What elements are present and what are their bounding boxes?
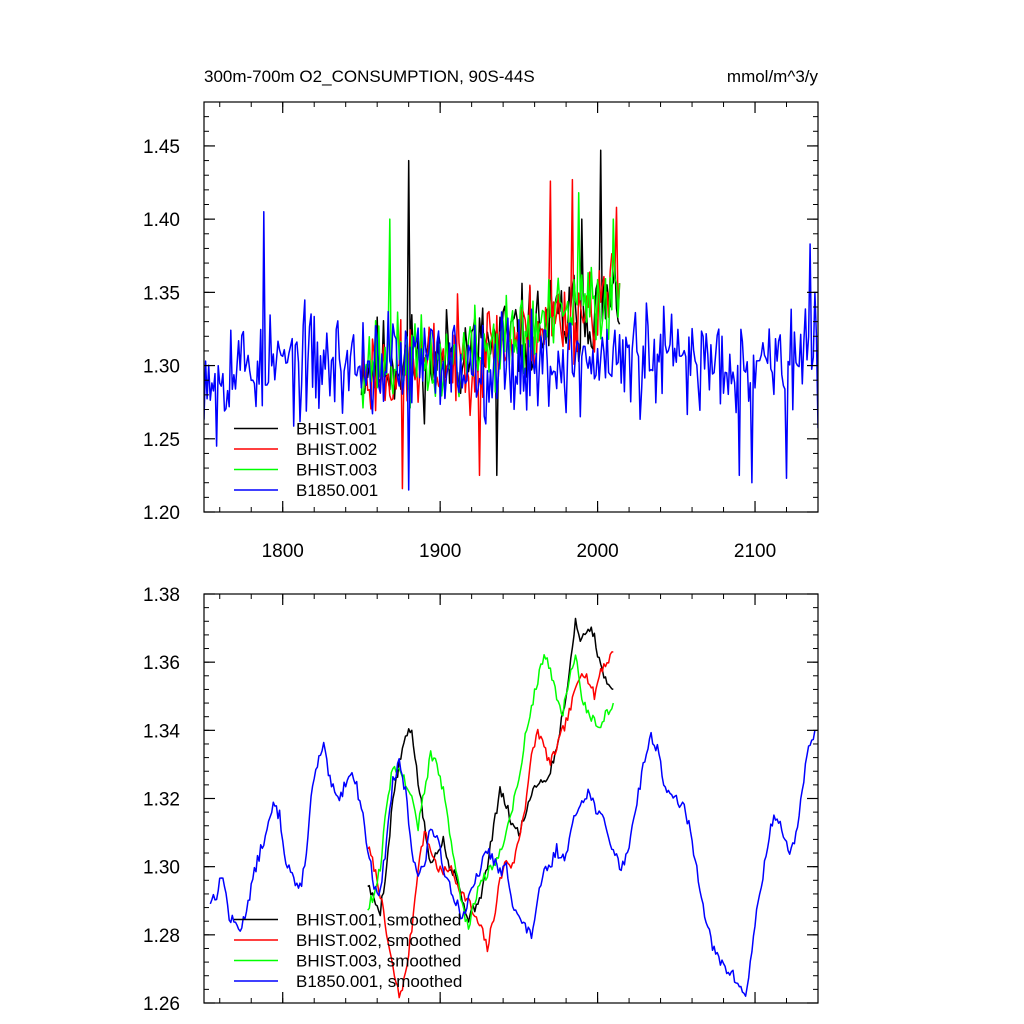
series-lines xyxy=(204,149,818,491)
series-line-3 xyxy=(367,654,615,930)
series-line-1 xyxy=(367,617,614,923)
top-panel: 300m-700m O2_CONSUMPTION, 90S-44S mmol/m… xyxy=(143,67,819,562)
legend-entry: BHIST.001 xyxy=(296,420,377,439)
y-tick-label: 1.20 xyxy=(143,503,180,524)
series-line-2 xyxy=(367,651,614,999)
y-tick-label: 1.25 xyxy=(143,430,180,451)
y-tick-label: 1.34 xyxy=(143,721,180,742)
y-tick-label: 1.35 xyxy=(143,283,180,304)
chart-units: mmol/m^3/y xyxy=(727,67,819,86)
y-tick-label: 1.40 xyxy=(143,210,180,231)
y-tick-label: 1.30 xyxy=(143,858,180,879)
y-tick-label: 1.32 xyxy=(143,790,180,811)
x-tick-label: 1800 xyxy=(262,541,304,562)
series-line-4 xyxy=(204,211,818,491)
legend-entry: BHIST.002, smoothed xyxy=(296,931,461,950)
y-tick-label: 1.28 xyxy=(143,926,180,947)
y-tick-label: 1.30 xyxy=(143,357,180,378)
y-tick-label: 1.45 xyxy=(143,137,180,158)
legend-entry: B1850.001 xyxy=(296,481,378,500)
y-tick-label: 1.36 xyxy=(143,653,180,674)
chart-title: 300m-700m O2_CONSUMPTION, 90S-44S xyxy=(204,67,535,86)
legend-entry: BHIST.003 xyxy=(296,461,377,480)
legend-entry: B1850.001, smoothed xyxy=(296,972,462,991)
y-tick-label: 1.38 xyxy=(143,585,180,606)
series-lines xyxy=(209,617,816,999)
y-tick-label: 1.26 xyxy=(143,994,180,1015)
x-tick-label: 2000 xyxy=(576,541,618,562)
bottom-panel: 1.26 1.28 1.30 1.32 1.34 1.36 1.38 BHIST.001, s… xyxy=(143,585,819,1015)
series-line-4 xyxy=(209,730,816,997)
legend-entry: BHIST.003, smoothed xyxy=(296,952,461,971)
x-tick-label: 1900 xyxy=(419,541,461,562)
legend-entry: BHIST.001, smoothed xyxy=(296,911,461,930)
legend-entry: BHIST.002 xyxy=(296,440,377,459)
x-tick-label: 2100 xyxy=(734,541,776,562)
